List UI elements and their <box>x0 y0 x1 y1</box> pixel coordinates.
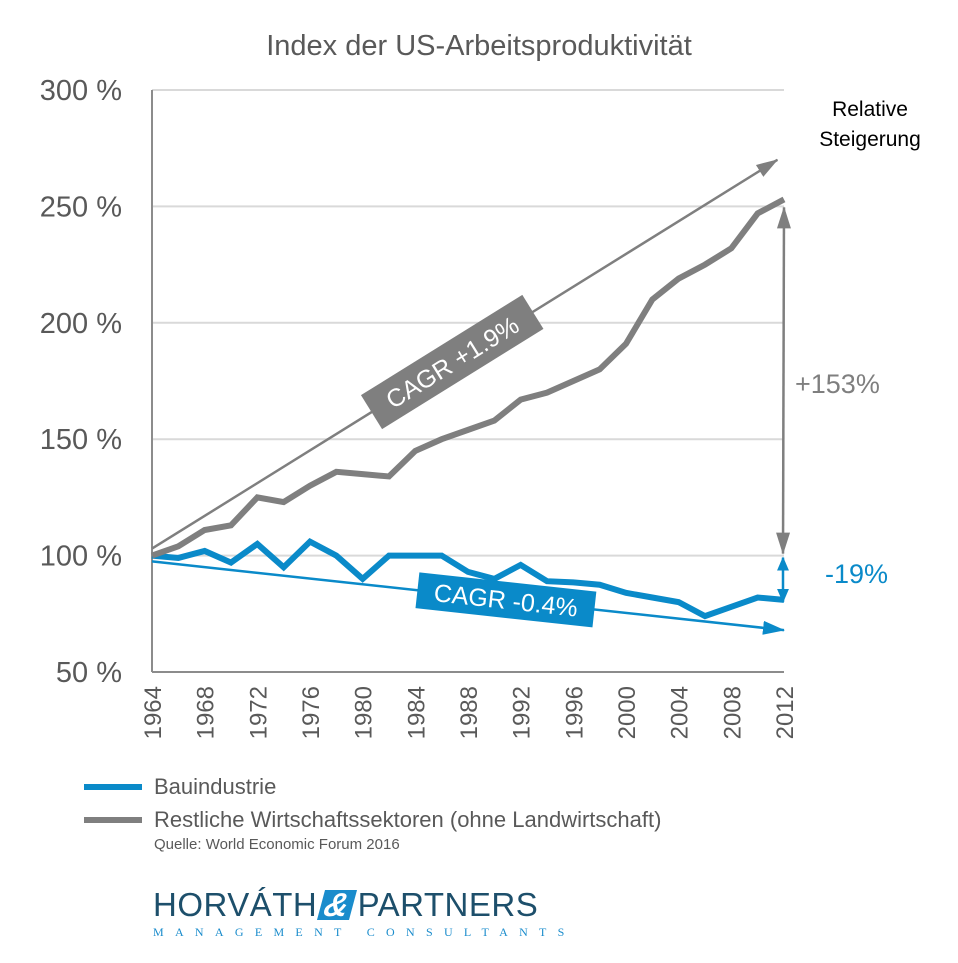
y-tick-label: 250 % <box>40 191 122 223</box>
x-tick-label: 1988 <box>456 686 483 739</box>
legend-label: Bauindustrie <box>154 773 277 799</box>
axis-layer: 300 % 250 % 200 % 150 % 100 % 50 % 1964 1968 197… <box>40 75 799 739</box>
y-tick-label: 150 % <box>40 424 122 456</box>
y-tick-label: 200 % <box>40 308 122 340</box>
x-tick-label: 2000 <box>614 686 641 739</box>
x-tick-label: 2008 <box>719 686 746 739</box>
relative-increase-heading-line-2: Steigerung <box>819 128 921 151</box>
x-tick-label: 1968 <box>193 686 220 739</box>
relative-increase-heading-line-1: Relative <box>832 98 908 121</box>
legend-item-restliche: Restliche Wirtschaftssektoren (ohne Land… <box>84 803 661 836</box>
y-tick-label: 50 % <box>56 657 122 689</box>
relative-increase-blue-label: -19% <box>825 559 888 589</box>
relative-increase-gray-arrow <box>776 206 791 555</box>
series-line-bauindustrie <box>151 537 785 620</box>
logo-name-part-1: HORVÁTH <box>153 886 318 923</box>
annotation-layer: +153% -19% <box>776 206 888 603</box>
legend-swatch-gray <box>84 816 142 823</box>
series-line-restliche <box>150 196 786 559</box>
x-tick-label: 1984 <box>403 686 430 739</box>
cagr-label-gray-text: CAGR +1.9% <box>381 311 524 414</box>
source-note: Quelle: World Economic Forum 2016 <box>154 836 400 853</box>
chart-title: Index der US-Arbeitsproduktivität <box>266 30 692 62</box>
legend: Bauindustrie Restliche Wirtschaftssektor… <box>84 770 661 836</box>
x-tick-label: 1976 <box>298 686 325 739</box>
x-tick-label: 1992 <box>509 686 536 739</box>
cagr-label-blue-box <box>415 572 597 628</box>
x-tick-label: 1980 <box>351 686 378 739</box>
relative-increase-gray-label: +153% <box>795 369 880 399</box>
x-tick-label: 2012 <box>772 686 799 739</box>
series-layer <box>150 196 786 620</box>
y-tick-label: 100 % <box>40 541 122 573</box>
logo-ampersand: & <box>317 886 358 923</box>
grid-layer <box>152 89 784 557</box>
y-tick-label: 300 % <box>40 75 122 107</box>
trend-layer <box>151 158 785 635</box>
x-tick-label: 2004 <box>667 686 694 739</box>
legend-label: Restliche Wirtschaftssektoren (ohne Land… <box>154 806 662 832</box>
x-tick-label: 1996 <box>561 686 588 739</box>
company-logo: HORVÁTH&PARTNERS MANAGEMENT CONSULTANTS <box>153 886 576 940</box>
x-tick-label: 1972 <box>245 686 272 739</box>
logo-wordmark: HORVÁTH&PARTNERS <box>153 886 576 924</box>
relative-increase-heading: Relative Steigerung <box>800 95 940 155</box>
x-tick-label: 1964 <box>140 686 167 739</box>
legend-swatch-blue <box>84 783 142 790</box>
cagr-label-gray: CAGR +1.9% <box>360 294 544 430</box>
legend-item-bauindustrie: Bauindustrie <box>84 770 661 803</box>
cagr-label-gray-box <box>360 294 544 430</box>
logo-tagline: MANAGEMENT CONSULTANTS <box>153 925 576 939</box>
logo-name-part-2: PARTNERS <box>357 886 539 923</box>
